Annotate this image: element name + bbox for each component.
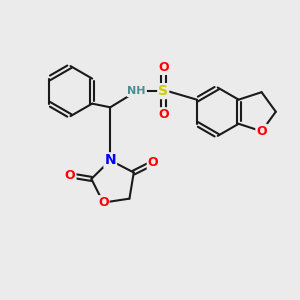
Text: N: N (104, 153, 116, 167)
Text: O: O (256, 125, 267, 138)
Text: O: O (148, 156, 158, 170)
Text: O: O (158, 108, 169, 121)
Text: S: S (158, 84, 168, 98)
Text: NH: NH (128, 86, 146, 96)
Text: O: O (158, 61, 169, 74)
Text: O: O (98, 196, 109, 209)
Text: O: O (65, 169, 76, 182)
